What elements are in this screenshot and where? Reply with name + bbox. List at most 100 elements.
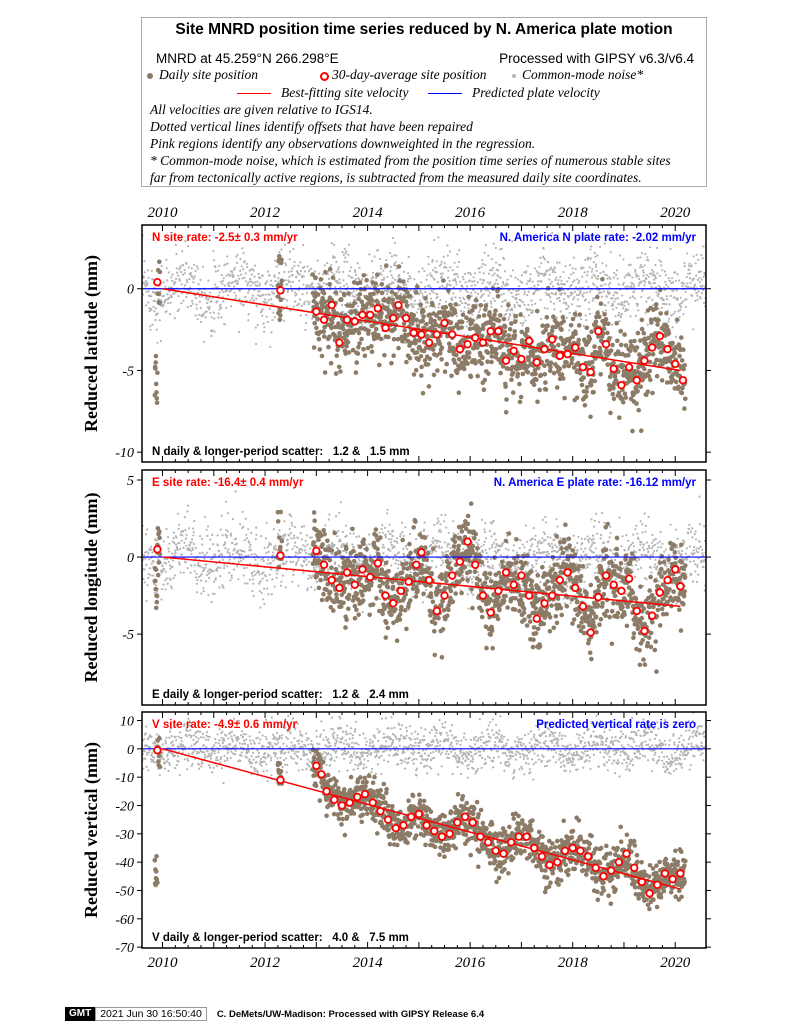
common-mode-point bbox=[523, 290, 527, 294]
common-mode-point bbox=[264, 298, 267, 301]
common-mode-point bbox=[243, 550, 246, 553]
common-mode-point bbox=[322, 282, 325, 285]
common-mode-point bbox=[640, 541, 643, 544]
common-mode-point bbox=[299, 270, 303, 273]
common-mode-point bbox=[254, 538, 257, 541]
daily-position-point bbox=[593, 319, 599, 325]
daily-position-point bbox=[418, 354, 424, 359]
common-mode-point bbox=[635, 560, 638, 563]
common-mode-point bbox=[546, 307, 549, 310]
common-mode-point bbox=[164, 298, 168, 301]
common-mode-point bbox=[262, 598, 265, 601]
common-mode-point bbox=[543, 258, 547, 261]
common-mode-point bbox=[243, 260, 246, 263]
common-mode-point bbox=[566, 280, 569, 283]
common-mode-point bbox=[145, 599, 148, 603]
common-mode-point bbox=[244, 272, 247, 275]
daily-position-point bbox=[448, 302, 453, 308]
common-mode-point bbox=[679, 296, 682, 299]
common-mode-point bbox=[423, 521, 426, 524]
common-mode-point bbox=[300, 525, 304, 529]
common-mode-point bbox=[486, 281, 489, 284]
common-mode-point bbox=[509, 275, 512, 278]
common-mode-point bbox=[284, 279, 287, 282]
common-mode-point bbox=[413, 303, 416, 306]
common-mode-point bbox=[236, 253, 239, 256]
common-mode-point bbox=[378, 531, 381, 534]
daily-position-point bbox=[442, 369, 448, 375]
daily-position-point bbox=[535, 399, 540, 405]
common-mode-point bbox=[582, 295, 585, 298]
common-mode-point bbox=[291, 273, 294, 276]
common-mode-point bbox=[277, 276, 280, 280]
common-mode-point bbox=[527, 303, 530, 307]
daily-position-point bbox=[435, 368, 440, 373]
daily-position-point bbox=[452, 310, 458, 316]
common-mode-point bbox=[600, 560, 603, 563]
common-mode-point bbox=[283, 297, 286, 300]
common-mode-point bbox=[604, 304, 607, 307]
common-mode-point bbox=[629, 263, 632, 266]
common-mode-point bbox=[563, 602, 567, 605]
daily-position-point bbox=[439, 345, 445, 351]
common-mode-point bbox=[208, 308, 211, 311]
daily-position-point bbox=[425, 362, 431, 367]
daily-position-point bbox=[510, 370, 516, 376]
common-mode-point bbox=[334, 286, 337, 289]
daily-position-point bbox=[540, 323, 545, 329]
daily-position-point bbox=[517, 381, 522, 387]
common-mode-point bbox=[629, 296, 632, 299]
common-mode-point bbox=[337, 540, 340, 543]
common-mode-point bbox=[476, 570, 479, 574]
common-mode-point bbox=[243, 276, 246, 279]
common-mode-point bbox=[549, 282, 552, 285]
daily-position-point bbox=[512, 319, 518, 325]
common-mode-point bbox=[492, 242, 495, 245]
common-mode-point bbox=[617, 314, 620, 317]
common-mode-point bbox=[501, 544, 504, 547]
daily-position-point bbox=[679, 358, 685, 363]
common-mode-point bbox=[523, 271, 526, 274]
common-mode-point bbox=[173, 554, 176, 557]
common-mode-point bbox=[699, 270, 703, 273]
daily-position-point bbox=[453, 302, 459, 307]
common-mode-point bbox=[183, 541, 186, 544]
common-mode-point bbox=[496, 282, 499, 286]
common-mode-point bbox=[250, 531, 253, 535]
common-mode-point bbox=[615, 269, 619, 272]
common-mode-point bbox=[242, 268, 245, 271]
common-mode-point bbox=[472, 593, 475, 597]
common-mode-point bbox=[258, 590, 261, 593]
common-mode-point bbox=[557, 557, 560, 561]
common-mode-point bbox=[255, 297, 258, 300]
y-tick-label: 0 bbox=[127, 283, 134, 298]
common-mode-point bbox=[579, 547, 583, 551]
common-mode-point bbox=[280, 248, 283, 251]
daily-position-point bbox=[512, 329, 517, 334]
common-mode-point bbox=[515, 551, 519, 554]
daily-position-point bbox=[420, 318, 426, 324]
common-mode-point bbox=[436, 522, 439, 525]
daily-position-point bbox=[465, 361, 470, 366]
common-mode-point bbox=[577, 281, 580, 285]
common-mode-point bbox=[265, 315, 268, 318]
daily-position-point bbox=[356, 330, 362, 336]
common-mode-point bbox=[254, 281, 257, 284]
common-mode-point bbox=[449, 266, 452, 269]
common-mode-point bbox=[199, 574, 202, 577]
common-mode-point bbox=[256, 294, 260, 297]
common-mode-point bbox=[689, 281, 692, 284]
daily-position-point bbox=[610, 342, 615, 348]
common-mode-point bbox=[148, 558, 151, 561]
common-mode-point bbox=[377, 284, 380, 287]
common-mode-point bbox=[536, 280, 540, 283]
common-mode-point bbox=[218, 554, 221, 557]
common-mode-point bbox=[389, 532, 392, 536]
common-mode-point bbox=[442, 255, 445, 258]
common-mode-point bbox=[511, 269, 515, 272]
common-mode-point bbox=[346, 286, 349, 289]
common-mode-point bbox=[614, 315, 617, 318]
daily-position-point bbox=[446, 341, 452, 347]
common-mode-point bbox=[274, 544, 277, 548]
common-mode-point bbox=[399, 560, 403, 563]
